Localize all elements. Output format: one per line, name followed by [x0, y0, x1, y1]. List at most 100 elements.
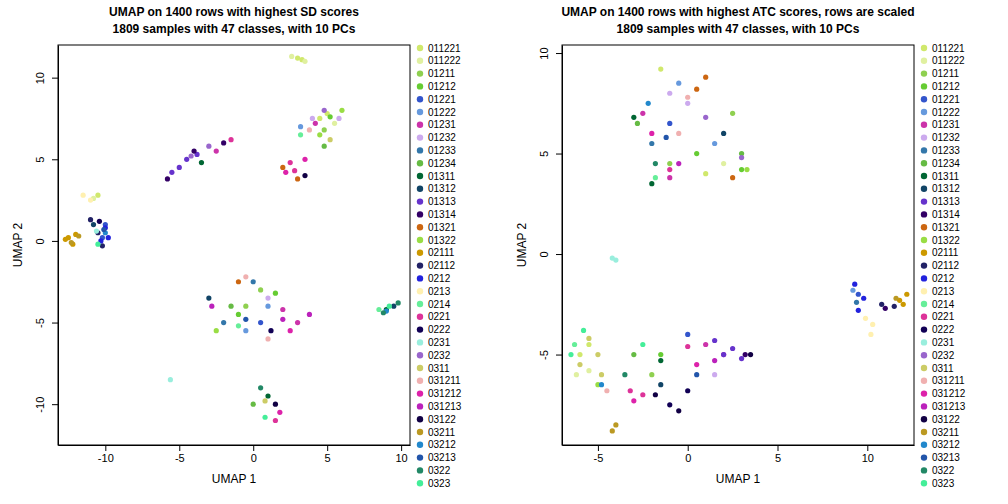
point [893, 296, 898, 301]
x-tick-mark [778, 445, 779, 451]
x-tick-mark [688, 445, 689, 451]
point [628, 388, 633, 393]
point [262, 398, 267, 403]
legend-label: 0311 [932, 363, 954, 374]
legend-label: 031212 [428, 388, 462, 399]
legend-label: 01234 [932, 158, 960, 169]
point [298, 124, 303, 129]
point [712, 338, 717, 343]
point [721, 352, 726, 357]
legend-swatch [417, 339, 423, 345]
point [322, 127, 327, 132]
legend-label: 0232 [428, 350, 451, 361]
legend-label: 0213 [932, 286, 955, 297]
legend-swatch [921, 326, 927, 332]
point [685, 332, 690, 337]
x-axis-line [59, 445, 411, 446]
legend-swatch [921, 96, 927, 102]
point [265, 295, 270, 300]
legend-swatch [417, 211, 423, 217]
point [649, 141, 654, 146]
y-axis: -10-50510 [34, 46, 59, 446]
points [568, 67, 909, 434]
point [243, 274, 248, 279]
legend-swatch [921, 442, 927, 448]
legend-label: 01314 [932, 209, 960, 220]
y-tick-label: 0 [34, 238, 46, 244]
legend-swatch [417, 250, 423, 256]
point [206, 144, 211, 149]
y-tick-mark [52, 78, 58, 79]
point [288, 328, 293, 333]
point [595, 352, 600, 357]
point [298, 132, 303, 137]
legend-swatch [417, 352, 423, 358]
point [302, 157, 307, 162]
legend-label: 01212 [428, 81, 456, 92]
legend-swatch [417, 186, 423, 192]
point [649, 181, 654, 186]
x-tick: -10 [98, 445, 114, 464]
point [610, 255, 615, 260]
point [310, 116, 315, 121]
point [694, 372, 699, 377]
legend-swatch [417, 134, 423, 140]
point [288, 160, 293, 165]
y-tick: 10 [34, 72, 58, 84]
legend-label: 01312 [932, 183, 960, 194]
legend-swatch [417, 288, 423, 294]
point [262, 415, 267, 420]
legend-swatch [921, 480, 927, 486]
legend-swatch [417, 301, 423, 307]
point [712, 141, 717, 146]
legend-label: 0231 [932, 337, 955, 348]
point [649, 372, 654, 377]
point [169, 170, 174, 175]
legend: 0112210112220121101212012210122201231012… [921, 43, 966, 489]
point [387, 304, 392, 309]
point [273, 418, 278, 423]
point [653, 392, 658, 397]
legend-label: 01322 [932, 235, 960, 246]
point [685, 344, 690, 349]
legend-swatch [921, 314, 927, 320]
point [730, 346, 735, 351]
legend-label: 01231 [932, 119, 960, 130]
point [586, 342, 591, 347]
x-tick: 5 [325, 445, 331, 464]
legend-label: 0212 [428, 273, 451, 284]
point [667, 167, 672, 172]
x-tick: 10 [862, 445, 874, 464]
point [228, 137, 233, 142]
x-axis: -10-50510 [59, 445, 411, 464]
point [870, 322, 875, 327]
point [599, 372, 604, 377]
plot-frame [58, 45, 410, 445]
point [268, 328, 273, 333]
legend-label: 01232 [932, 132, 960, 143]
point [81, 193, 86, 198]
point [265, 336, 270, 341]
legend-label: 01314 [428, 209, 456, 220]
legend-swatch [921, 339, 927, 345]
point [336, 116, 341, 121]
legend-swatch [417, 70, 423, 76]
point [91, 222, 96, 227]
point [667, 402, 672, 407]
legend-label: 01222 [428, 107, 456, 118]
point [721, 131, 726, 136]
y-tick: -5 [538, 350, 562, 360]
y-tick-mark [556, 53, 562, 54]
point [322, 144, 327, 149]
title: UMAP on 1400 rows with highest SD scores [109, 5, 359, 19]
point [631, 398, 636, 403]
point [676, 408, 681, 413]
legend-label: 01232 [428, 132, 456, 143]
point [313, 121, 318, 126]
legend-swatch [921, 262, 927, 268]
legend-label: 01321 [428, 222, 456, 233]
point [586, 368, 591, 373]
legend-swatch [921, 198, 927, 204]
y-tick-mark [556, 355, 562, 356]
legend-swatch [417, 416, 423, 422]
